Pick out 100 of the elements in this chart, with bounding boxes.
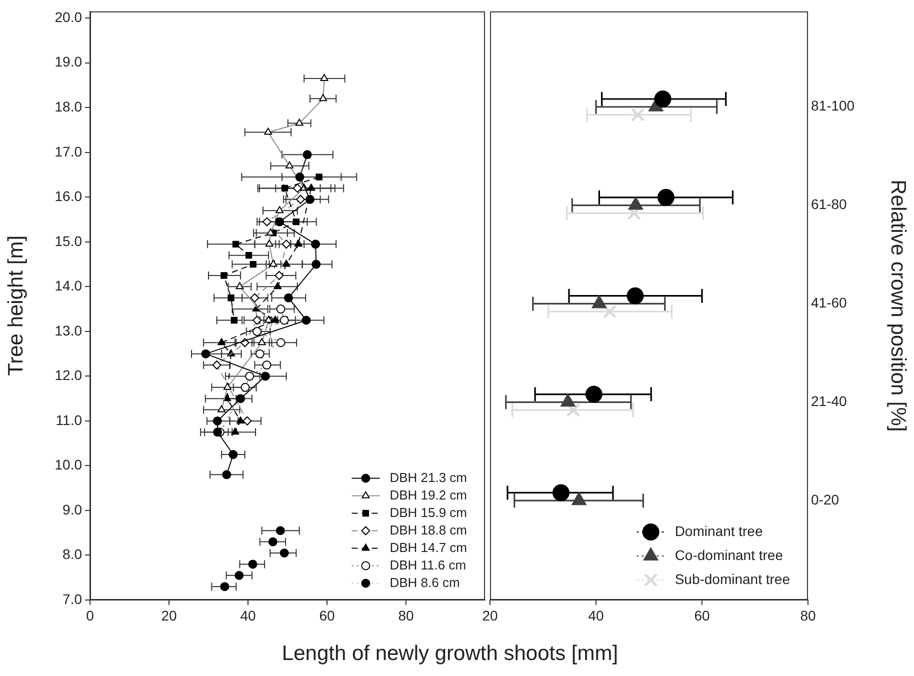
point	[252, 316, 262, 325]
point	[265, 240, 274, 247]
point	[276, 338, 286, 348]
point	[223, 394, 232, 402]
y-tick-label: 13.0	[54, 322, 82, 338]
point	[264, 128, 272, 135]
y-tick-label: 18.0	[54, 98, 82, 114]
point	[236, 282, 244, 290]
point	[268, 537, 278, 546]
point	[262, 217, 272, 226]
point	[228, 294, 234, 302]
legend-label: DBH 18.8 cm	[390, 522, 468, 538]
x-tick-label: 80	[398, 607, 414, 624]
point	[252, 326, 262, 336]
y-tick-label: 11.0	[56, 412, 82, 428]
point	[307, 184, 316, 191]
point	[220, 272, 228, 279]
point	[223, 382, 232, 390]
point	[320, 74, 328, 82]
point	[218, 338, 226, 346]
point	[274, 270, 284, 280]
point	[264, 316, 273, 323]
point	[276, 304, 286, 314]
x-tick-label: 60	[694, 607, 710, 624]
point	[231, 428, 240, 435]
point	[276, 206, 284, 214]
point	[240, 382, 250, 392]
point	[280, 548, 289, 558]
y-tick-label: 14.0	[54, 278, 82, 294]
point	[284, 293, 293, 302]
point	[269, 260, 278, 267]
y-tick-label: 20.0	[54, 8, 82, 25]
point	[230, 316, 238, 324]
y-tick-label: 0-20	[811, 491, 840, 508]
point	[282, 260, 290, 267]
point	[262, 360, 272, 370]
point	[258, 338, 266, 346]
point	[316, 174, 322, 180]
point	[245, 252, 252, 259]
point	[280, 316, 289, 325]
y-tick-label: 8.0	[62, 546, 82, 562]
y-tick-label: 61-80	[811, 196, 848, 212]
point	[222, 470, 232, 480]
point	[250, 293, 260, 302]
x-tick-label: 60	[319, 607, 335, 624]
x-axis-title: Length of newly growth shoots [mm]	[280, 642, 620, 666]
point	[275, 217, 284, 226]
y-tick-label: 12.0	[54, 367, 82, 384]
point	[294, 240, 302, 247]
point	[232, 240, 240, 248]
point	[245, 372, 254, 381]
legend-label: Co-dominant tree	[674, 546, 784, 563]
point	[201, 349, 210, 358]
point	[274, 282, 282, 290]
point	[248, 560, 258, 569]
legend-label: Sub-dominant tree	[674, 570, 790, 587]
legend-label: Dominant tree	[674, 522, 763, 539]
point	[276, 526, 285, 536]
point	[311, 240, 320, 249]
point	[306, 194, 315, 204]
point	[271, 316, 280, 323]
point	[260, 372, 270, 381]
point	[312, 260, 321, 269]
y-tick-label: 19.0	[54, 54, 82, 70]
y-tick-label: 7.0	[62, 590, 82, 607]
legend-label: DBH 21.3 cm	[390, 470, 468, 485]
x-tick-label: 20	[161, 607, 177, 624]
y-axis-title: Tree height [m]	[4, 235, 28, 376]
point	[302, 316, 311, 325]
point	[242, 416, 252, 426]
x-tick-label: 80	[800, 607, 816, 624]
point	[266, 228, 274, 236]
y-axis-title: Relative crown position [%]	[886, 180, 910, 432]
point	[295, 172, 304, 182]
legend-label: DBH 8.6 cm	[390, 574, 460, 590]
point	[236, 394, 245, 404]
point	[236, 416, 244, 424]
y-tick-label: 21-40	[811, 393, 848, 410]
y-tick-label: 10.0	[54, 456, 82, 473]
y-tick-label: 15.0	[54, 232, 82, 249]
point	[228, 450, 238, 460]
point	[250, 260, 256, 268]
x-tick-label: 20	[482, 607, 498, 624]
x-tick-label: 0	[86, 607, 94, 624]
y-tick-label: 81-100	[811, 98, 855, 114]
point	[302, 150, 312, 160]
legend-label: DBH 11.6 cm	[390, 557, 466, 572]
point	[212, 360, 222, 370]
point	[218, 405, 226, 412]
legend-label: DBH 14.7 cm	[390, 540, 468, 555]
point	[286, 161, 294, 168]
point	[296, 194, 306, 204]
x-tick-label: 40	[240, 607, 256, 624]
point	[255, 349, 264, 358]
point	[212, 416, 222, 426]
point	[282, 240, 291, 249]
y-tick-label: 9.0	[62, 501, 82, 518]
legend-label: DBH 15.9 cm	[390, 504, 468, 520]
point	[319, 94, 328, 102]
point	[295, 118, 304, 126]
